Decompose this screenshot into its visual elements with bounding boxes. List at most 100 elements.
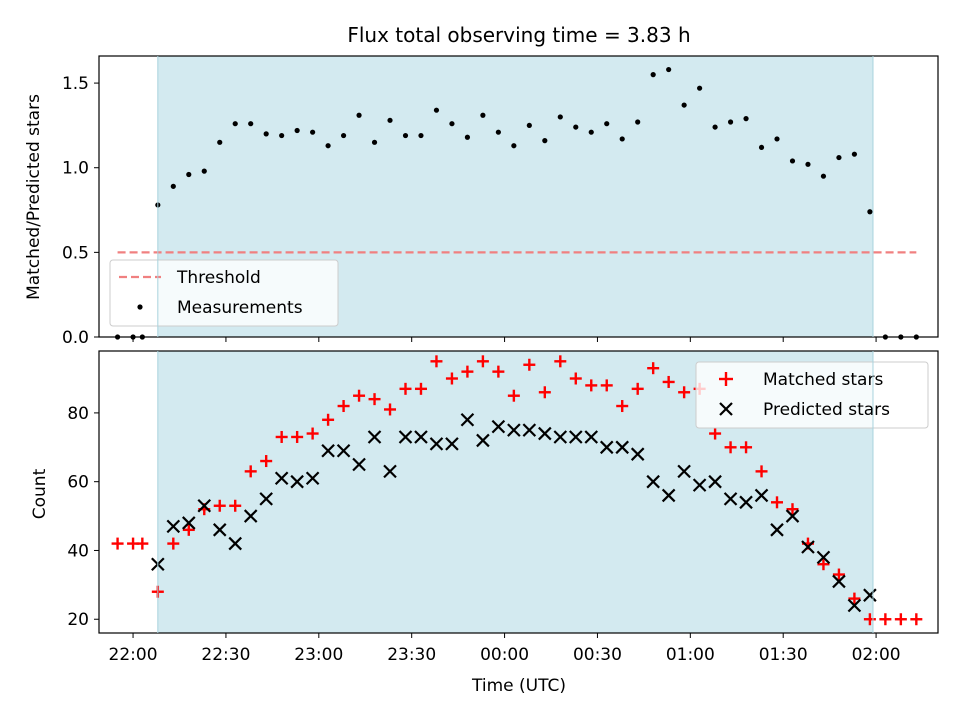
matched-star-point	[445, 372, 458, 385]
top-x-ticks	[132, 337, 877, 342]
measurement-point	[820, 173, 827, 179]
matched-star-point	[182, 523, 195, 536]
top-legend: Threshold Measurements	[109, 259, 339, 327]
measurement-point	[449, 121, 455, 127]
predicted-star-point	[646, 474, 660, 489]
measurement-point	[743, 116, 749, 122]
matched-star-point	[709, 427, 722, 440]
matched-star-point	[492, 365, 505, 378]
predicted-star-point	[770, 523, 784, 537]
predicted-star-point	[367, 430, 382, 444]
matched-star-point	[523, 358, 536, 371]
predicted-star-point	[863, 588, 877, 602]
measurement-point	[836, 154, 842, 161]
predicted-star-point	[692, 478, 707, 492]
x-tick-label: 22:00	[109, 645, 158, 665]
predicted-star-point	[568, 430, 583, 444]
measurement-point	[201, 168, 207, 174]
matched-star-point	[244, 465, 257, 478]
matched-star-point	[863, 613, 876, 626]
x-tick-label: 00:30	[573, 645, 622, 665]
measurement-point	[340, 132, 347, 139]
measurement-point	[542, 138, 548, 144]
matched-star-point	[910, 613, 923, 626]
matched-star-point	[832, 568, 845, 581]
predicted-star-point	[414, 430, 428, 444]
matched-star-point	[430, 355, 443, 368]
measurement-point	[619, 136, 625, 142]
matched-star-point	[678, 386, 691, 399]
measurement-point	[557, 114, 563, 120]
predicted-star-point	[197, 498, 212, 513]
measurement-point	[635, 119, 641, 125]
predicted-star-point	[352, 457, 366, 472]
y-tick-label: 1.5	[62, 74, 89, 94]
matched-star-point	[322, 413, 335, 426]
x-tick-label: 23:00	[294, 645, 343, 665]
y-tick-label: 80	[67, 404, 89, 424]
matched-star-point	[111, 537, 124, 550]
measurement-point	[697, 85, 703, 91]
measurement-point	[805, 161, 811, 167]
bottom-plot-frame	[98, 350, 939, 634]
matched-star-point	[724, 441, 737, 454]
measurement-point	[712, 124, 718, 130]
predicted-star-point	[383, 464, 397, 479]
predicted-star-point	[723, 492, 738, 506]
matched-star-point	[306, 427, 319, 440]
measurement-point	[402, 132, 409, 139]
matched-star-point	[136, 537, 149, 550]
measurement-point	[356, 112, 362, 118]
measurement-point	[666, 66, 672, 73]
matched-star-point	[817, 558, 830, 571]
predicted-star-point	[754, 488, 769, 503]
legend-measurements-label: Measurements	[177, 298, 303, 318]
predicted-star-point	[429, 437, 444, 451]
top-y-axis-label: Matched/Predicted stars	[24, 94, 44, 300]
matched-star-point	[786, 503, 799, 516]
measurement-point	[170, 183, 176, 189]
chart-title: Flux total observing time = 3.83 h	[347, 23, 690, 47]
legend-predicted-swatch	[719, 402, 733, 416]
matched-star-point	[771, 496, 784, 509]
bottom-legend: Matched stars Predicted stars	[695, 361, 929, 429]
matched-star-point	[879, 613, 892, 626]
measurement-point	[325, 143, 331, 149]
predicted-star-point	[630, 447, 645, 461]
matched-star-point	[894, 613, 907, 626]
top-plot-frame	[98, 55, 939, 338]
matched-star-point	[538, 386, 551, 399]
measurement-point	[604, 121, 610, 127]
predicted-star-point	[445, 437, 459, 451]
matched-star-point	[260, 455, 273, 468]
y-tick-label: 60	[67, 473, 89, 493]
predicted-star-point	[599, 440, 614, 455]
matched-star-point	[167, 537, 180, 550]
measurement-point	[433, 107, 440, 113]
predicted-star-point	[305, 471, 320, 486]
predicted-star-point	[274, 471, 289, 486]
matched-star-point	[616, 400, 629, 413]
matched-star-point	[476, 355, 489, 368]
predicted-star-point	[336, 443, 351, 458]
bottom-panel: 20 40 60 80 22:00 22:30 23:00 23:30 00:00 00:30 0…	[30, 350, 939, 696]
x-tick-label: 01:00	[666, 645, 715, 665]
matched-star-point	[755, 465, 768, 478]
matched-star-point	[662, 375, 675, 388]
predicted-star-point	[491, 419, 506, 434]
measurement-point	[573, 124, 579, 130]
matched-star-point	[291, 430, 304, 443]
x-tick-label: 00:00	[480, 645, 529, 665]
matched-star-point	[368, 393, 381, 406]
measurement-point	[387, 117, 393, 123]
matched-star-point	[569, 372, 582, 385]
measurement-point	[511, 143, 517, 149]
measurement-point	[851, 151, 858, 157]
bottom-marks	[111, 355, 923, 626]
matched-star-point	[600, 379, 613, 392]
predicted-star-point	[615, 440, 629, 455]
measurement-point	[263, 131, 269, 137]
matched-star-point	[414, 382, 427, 395]
bottom-legend-box	[695, 361, 929, 429]
bottom-y-axis: 20 40 60 80	[67, 404, 99, 630]
